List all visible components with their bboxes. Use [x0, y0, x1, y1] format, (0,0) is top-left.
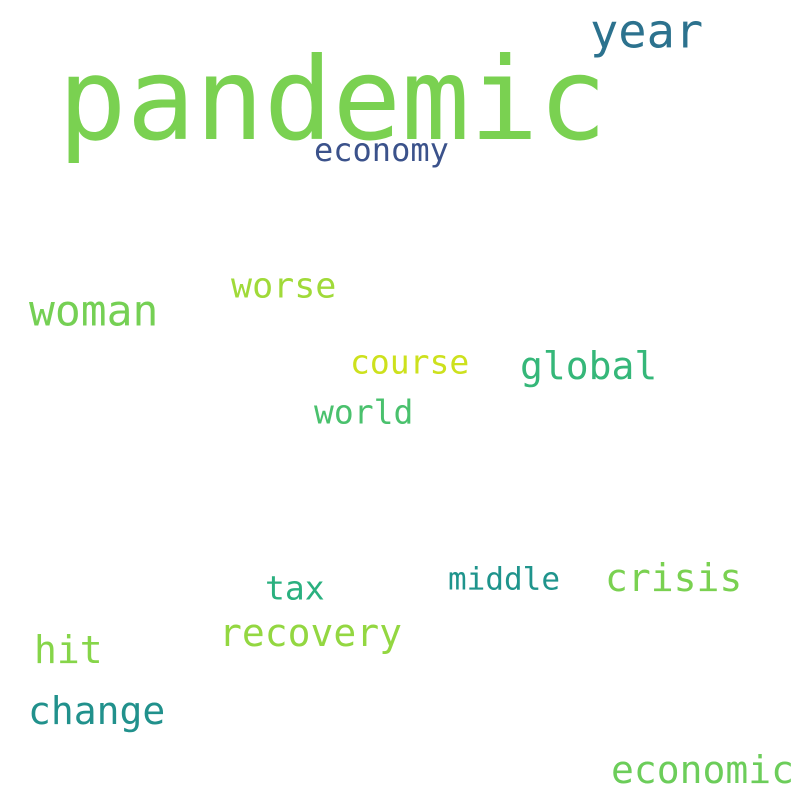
word-worse: worse [231, 266, 337, 307]
word-hit: hit [34, 628, 103, 672]
word-crisis: crisis [605, 556, 743, 600]
word-course: course [350, 342, 470, 382]
word-recovery: recovery [219, 611, 403, 655]
word-global: global [520, 344, 658, 388]
word-middle: middle [448, 561, 560, 598]
word-economy: economy [314, 131, 449, 169]
word-year: year [590, 4, 704, 60]
word-woman: woman [29, 286, 159, 337]
word-change: change [28, 689, 166, 733]
word-tax: tax [265, 568, 325, 608]
word-economic: economic [611, 748, 795, 792]
word-pandemic: pandemic [58, 33, 608, 166]
word-world: world [314, 392, 414, 432]
